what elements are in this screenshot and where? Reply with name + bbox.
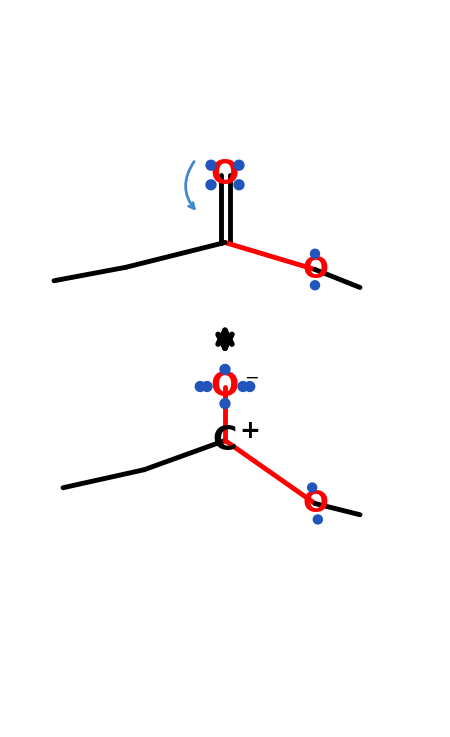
Circle shape xyxy=(206,160,216,170)
Text: C: C xyxy=(213,424,237,457)
Text: O: O xyxy=(211,370,239,403)
Circle shape xyxy=(202,382,212,391)
Circle shape xyxy=(245,382,255,391)
Text: O: O xyxy=(211,158,239,192)
Circle shape xyxy=(234,160,244,170)
Text: $^-$: $^-$ xyxy=(240,372,259,397)
Circle shape xyxy=(234,180,244,189)
Circle shape xyxy=(313,515,322,524)
Circle shape xyxy=(310,281,320,290)
Circle shape xyxy=(308,483,317,492)
Text: O: O xyxy=(302,489,328,518)
Text: +: + xyxy=(239,419,260,443)
Circle shape xyxy=(220,365,230,374)
Circle shape xyxy=(195,382,205,391)
Circle shape xyxy=(220,399,230,408)
Circle shape xyxy=(206,180,216,189)
Text: O: O xyxy=(302,255,328,284)
Circle shape xyxy=(310,249,320,258)
Circle shape xyxy=(238,382,248,391)
